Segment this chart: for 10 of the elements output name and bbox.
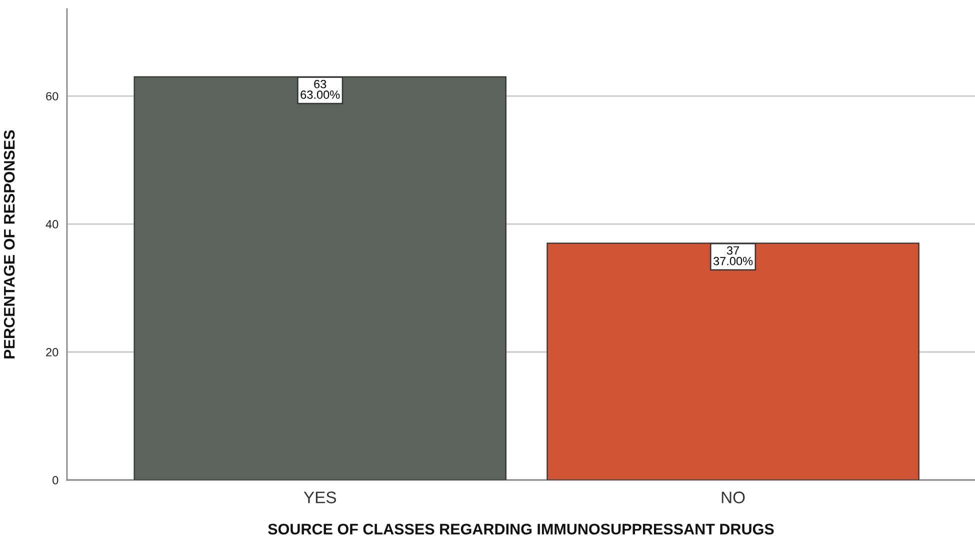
- y-tick-label: 40: [46, 220, 58, 228]
- y-tick-label: 20: [46, 348, 58, 356]
- x-tick-label: NO: [722, 492, 745, 504]
- data-label: 63 63.00%: [300, 80, 340, 99]
- x-tick-label: YES: [304, 492, 336, 504]
- data-label: 37 37.00%: [713, 246, 753, 266]
- y-tick-label: 60: [46, 92, 58, 100]
- y-tick-label: 0: [52, 476, 58, 484]
- y-axis-title: PERCENTAGE OF RESPONSES: [4, 130, 15, 358]
- x-axis-title: SOURCE OF CLASSES REGARDING IMMUNOSUPPRESSANT DRUGS: [268, 524, 774, 535]
